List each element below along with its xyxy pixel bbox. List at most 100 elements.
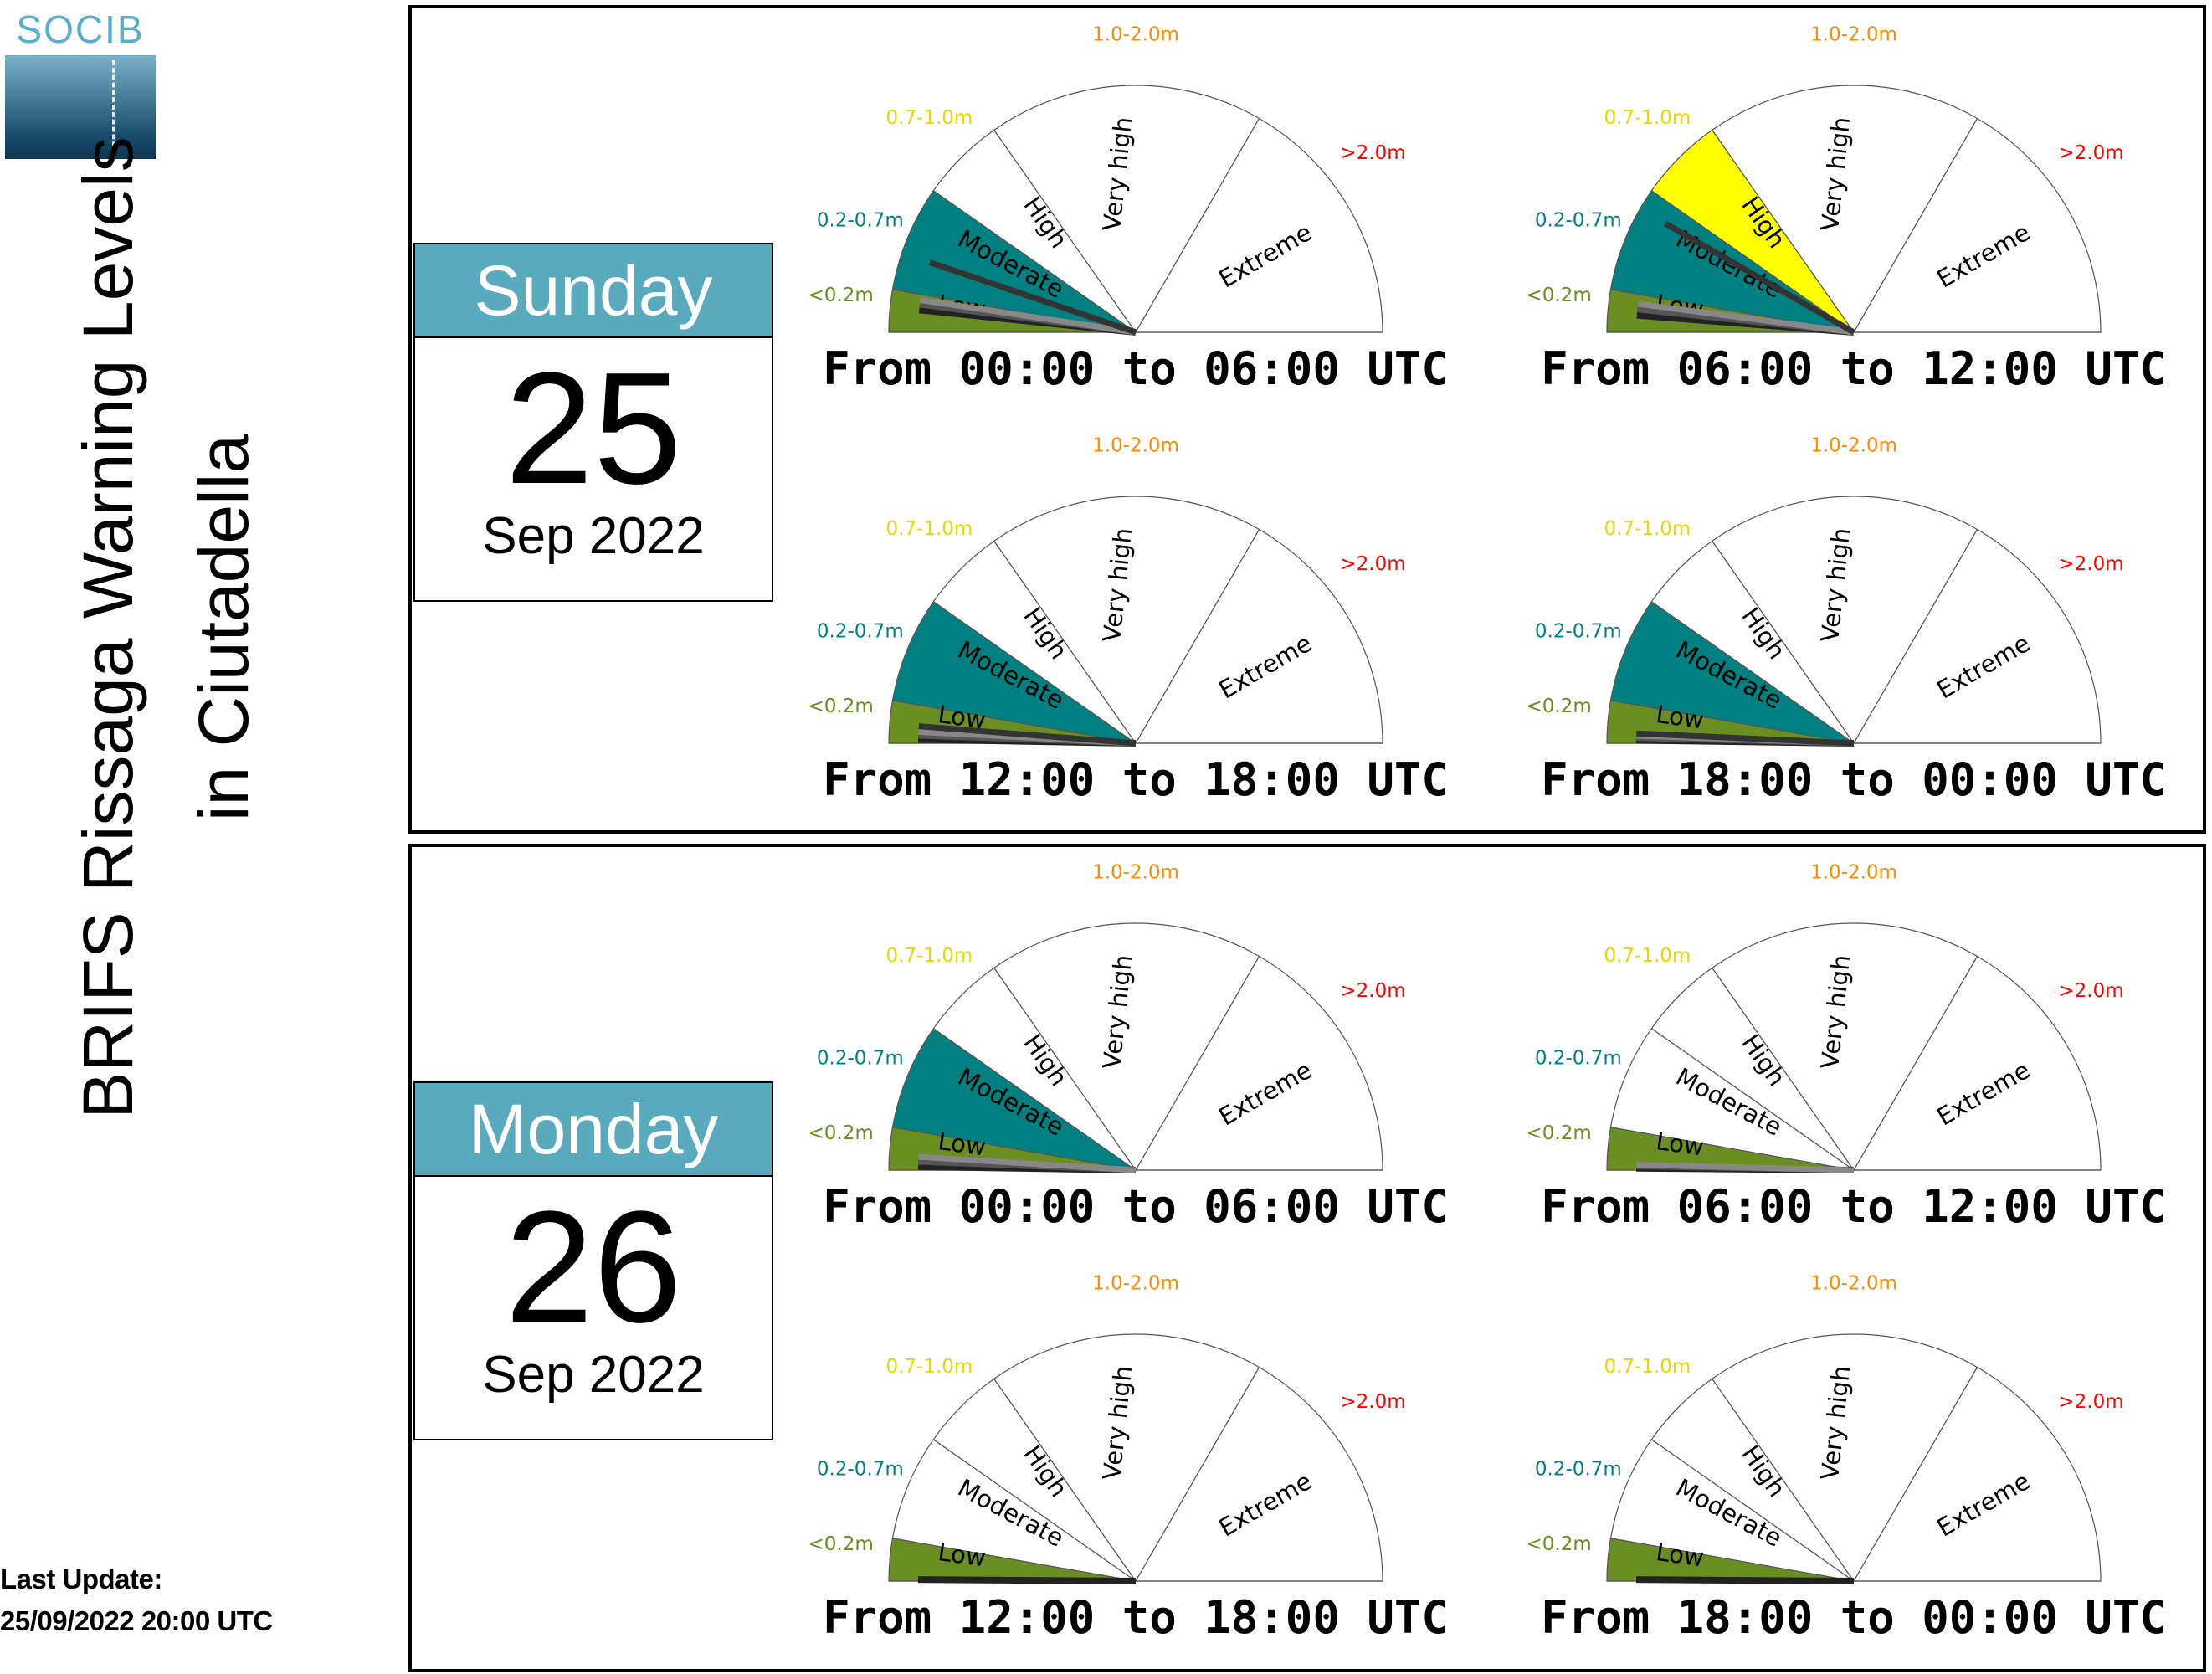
gauge-threshold-label: 1.0-2.0m bbox=[1092, 862, 1179, 884]
gauge-sector-very-high bbox=[993, 922, 1260, 1172]
gauge-threshold-label: 0.2-0.7m bbox=[1535, 621, 1622, 643]
last-update-label: Last Update: bbox=[0, 1564, 162, 1594]
gauge-threshold-label: 0.7-1.0m bbox=[885, 1356, 973, 1378]
gauge-period-caption: From 18:00 to 00:00 UTC bbox=[1541, 1591, 2167, 1644]
gauge-threshold-label: 0.7-1.0m bbox=[1604, 945, 1691, 967]
gauge-period-caption: From 12:00 to 18:00 UTC bbox=[823, 753, 1449, 806]
gauge-needle bbox=[920, 297, 1137, 336]
gauge-sector-very-high bbox=[993, 496, 1260, 745]
logo-dash bbox=[112, 60, 115, 154]
gauge-sector-very-high bbox=[993, 1333, 1260, 1583]
gauge-period-caption: From 00:00 to 06:00 UTC bbox=[823, 342, 1449, 395]
gauge-threshold-label: 1.0-2.0m bbox=[1092, 24, 1179, 46]
month-year: Sep 2022 bbox=[482, 507, 705, 565]
gauge-threshold-label: >2.0m bbox=[2058, 142, 2123, 164]
gauge-threshold-label: >2.0m bbox=[1340, 142, 1405, 164]
day-panel-monday: Monday 26 Sep 2022 bbox=[408, 844, 2206, 1672]
gauge-threshold-label: 1.0-2.0m bbox=[1810, 435, 1897, 457]
gauge-threshold-label: 0.7-1.0m bbox=[885, 945, 973, 967]
gauge-threshold-label: 1.0-2.0m bbox=[1092, 1273, 1179, 1295]
gauge-threshold-label: <0.2m bbox=[808, 285, 874, 306]
gauge-level-label: Low bbox=[1655, 1127, 1706, 1162]
gauge-threshold-label: 0.7-1.0m bbox=[1604, 107, 1691, 129]
logo-wave-graphic bbox=[5, 55, 156, 159]
weekday-label: Monday bbox=[415, 1083, 772, 1177]
gauge-threshold-label: 0.2-0.7m bbox=[1535, 210, 1622, 232]
gauge-sector-moderate bbox=[1609, 1438, 1855, 1582]
socib-logo: SOCIB bbox=[3, 5, 157, 159]
gauge-threshold-label: 0.2-0.7m bbox=[1535, 1048, 1622, 1070]
gauge-needle bbox=[1635, 1576, 1855, 1584]
gauge-sector-extreme bbox=[1852, 528, 2102, 744]
gauge-threshold-label: 1.0-2.0m bbox=[1810, 24, 1897, 46]
gauge-threshold-label: >2.0m bbox=[2058, 553, 2123, 575]
gauge-sector-extreme bbox=[1134, 117, 1383, 333]
gauge-level-label: Low bbox=[1655, 1538, 1706, 1573]
gauge-sector-very-high bbox=[1711, 85, 1978, 334]
gauge-sector-extreme bbox=[1134, 1366, 1383, 1582]
gauge-sector-moderate bbox=[1609, 600, 1855, 744]
gauge-sector-very-high bbox=[993, 85, 1260, 334]
day-card-sunday: Sunday 25 Sep 2022 bbox=[413, 243, 773, 602]
gauge-threshold-label: 1.0-2.0m bbox=[1810, 1273, 1897, 1295]
gauge-period-caption: From 00:00 to 06:00 UTC bbox=[823, 1180, 1449, 1233]
gauge-threshold-label: <0.2m bbox=[808, 696, 874, 717]
day-number: 26 bbox=[505, 1178, 682, 1356]
gauge-sector-moderate bbox=[891, 1027, 1137, 1171]
gauge-period-caption: From 12:00 to 18:00 UTC bbox=[823, 1591, 1449, 1644]
gauge-threshold-label: >2.0m bbox=[2058, 1391, 2123, 1413]
gauge-sector-extreme bbox=[1852, 117, 2102, 333]
gauge-threshold-label: >2.0m bbox=[1340, 553, 1405, 575]
gauge-threshold-label: 0.7-1.0m bbox=[1604, 1356, 1691, 1378]
gauge-threshold-label: >2.0m bbox=[1340, 980, 1405, 1002]
gauge-needle bbox=[1637, 300, 1855, 336]
gauge-needle bbox=[1636, 730, 1855, 747]
logo-text: SOCIB bbox=[16, 8, 145, 51]
gauge-threshold-label: 0.7-1.0m bbox=[885, 107, 973, 129]
gauge-needle bbox=[1635, 1162, 1855, 1173]
gauge-level-label: Low bbox=[937, 1538, 988, 1573]
last-update: Last Update: 25/09/2022 20:00 UTC bbox=[0, 1558, 273, 1642]
gauge-sector-moderate bbox=[1609, 1027, 1855, 1171]
day-panel-sunday: Sunday 25 Sep 2022 bbox=[408, 5, 2206, 834]
gauge-threshold-label: 1.0-2.0m bbox=[1810, 862, 1897, 884]
weekday-label: Sunday bbox=[415, 244, 772, 338]
day-card-monday: Monday 26 Sep 2022 bbox=[413, 1081, 773, 1440]
gauge-needle bbox=[918, 723, 1137, 747]
gauge-needle bbox=[917, 1576, 1137, 1584]
gauge-sector-extreme bbox=[1852, 955, 2102, 1171]
day-number: 25 bbox=[505, 340, 682, 517]
gauge-threshold-label: 0.2-0.7m bbox=[1535, 1459, 1622, 1481]
gauge-threshold-label: <0.2m bbox=[808, 1122, 874, 1144]
gauge-sector-extreme bbox=[1852, 1366, 2102, 1582]
gauge-threshold-label: <0.2m bbox=[1527, 696, 1592, 717]
gauge-sector-very-high bbox=[1711, 496, 1978, 745]
gauge-threshold-label: 1.0-2.0m bbox=[1092, 435, 1179, 457]
gauge-threshold-label: 0.2-0.7m bbox=[817, 1459, 904, 1481]
gauge-sector-moderate bbox=[891, 1438, 1137, 1582]
gauge-sector-extreme bbox=[1134, 528, 1383, 744]
gauge-needle bbox=[1664, 220, 1855, 336]
gauge-period-caption: From 06:00 to 12:00 UTC bbox=[1541, 1180, 2167, 1233]
gauge-sector-extreme bbox=[1134, 955, 1383, 1171]
gauge-level-label: Low bbox=[1655, 700, 1706, 735]
gauge-threshold-label: 0.2-0.7m bbox=[817, 1048, 904, 1070]
gauge-threshold-label: 0.7-1.0m bbox=[1604, 518, 1691, 540]
gauge-threshold-label: <0.2m bbox=[1527, 285, 1592, 306]
gauge-needle bbox=[928, 259, 1137, 336]
gauge-period-caption: From 06:00 to 12:00 UTC bbox=[1541, 342, 2167, 395]
month-year: Sep 2022 bbox=[482, 1346, 705, 1404]
gauge-threshold-label: 0.2-0.7m bbox=[817, 210, 904, 232]
gauge-period-caption: From 18:00 to 00:00 UTC bbox=[1541, 753, 2167, 806]
gauge-threshold-label: >2.0m bbox=[1340, 1391, 1405, 1413]
gauge-sector-very-high bbox=[1711, 1333, 1978, 1583]
last-update-value: 25/09/2022 20:00 UTC bbox=[0, 1605, 273, 1636]
